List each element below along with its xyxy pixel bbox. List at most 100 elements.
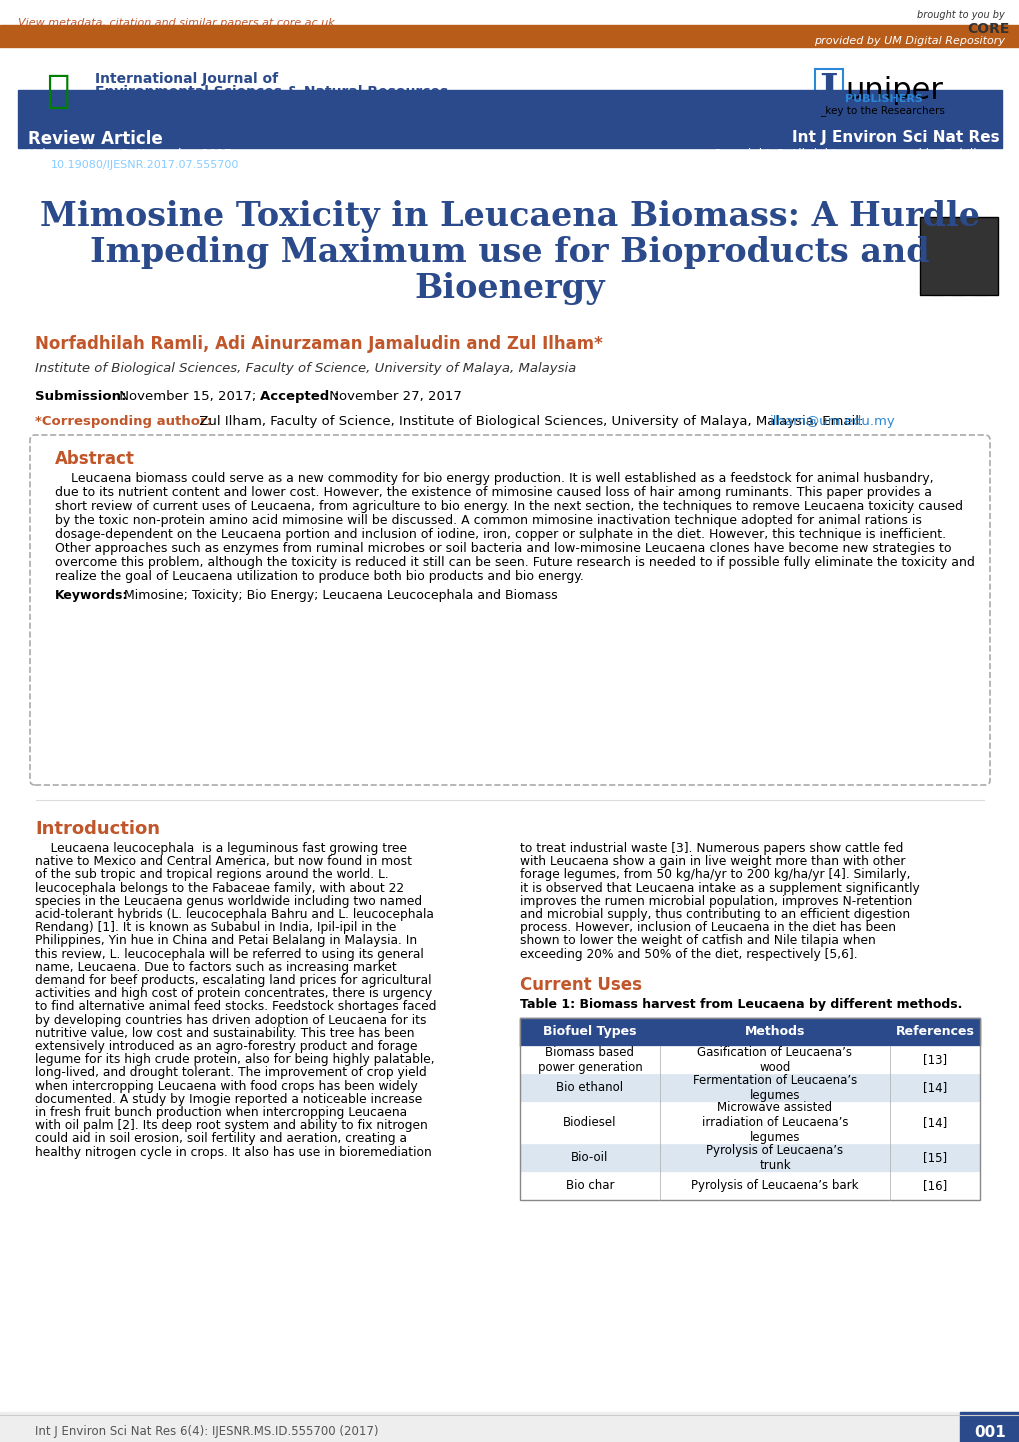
Text: PUBLISHERS: PUBLISHERS: [844, 94, 922, 104]
Text: [13]: [13]: [922, 1053, 946, 1066]
Text: Copyright © All rights are reserved by Zul Ilham: Copyright © All rights are reserved by Z…: [713, 149, 999, 162]
Text: nutritive value, low cost and sustainability. This tree has been: nutritive value, low cost and sustainabi…: [35, 1027, 414, 1040]
Text: DOI : 10.19080/IJESNR.2017.07.555700: DOI : 10.19080/IJESNR.2017.07.555700: [28, 160, 248, 170]
Text: native to Mexico and Central America, but now found in most: native to Mexico and Central America, bu…: [35, 855, 412, 868]
Bar: [975, 309, 984, 317]
Text: Introduction: Introduction: [35, 820, 160, 838]
Text: ISSN: 2572-1119: ISSN: 2572-1119: [95, 99, 200, 112]
Text: brought to you by: brought to you by: [916, 10, 1004, 20]
Text: [15]: [15]: [922, 1151, 946, 1164]
Text: Zul Ilham, Faculty of Science, Institute of Biological Sciences, University of M: Zul Ilham, Faculty of Science, Institute…: [195, 415, 862, 428]
Text: by developing countries has driven adoption of Leucaena for its: by developing countries has driven adopt…: [35, 1014, 426, 1027]
Bar: [920, 363, 929, 372]
Text: Current Uses: Current Uses: [520, 976, 641, 994]
Bar: [520, 1172, 979, 1200]
Bar: [931, 309, 941, 317]
Bar: [520, 1074, 979, 1102]
Bar: [920, 340, 929, 350]
Bar: [931, 330, 941, 339]
Text: this review, L. leucocephala will be referred to using its general: this review, L. leucocephala will be ref…: [35, 947, 423, 960]
Bar: [964, 363, 973, 372]
Text: Biofuel Types: Biofuel Types: [543, 1025, 636, 1038]
Text: 001: 001: [973, 1425, 1005, 1441]
Text: Environmental Sciences & Natural Resources: Environmental Sciences & Natural Resourc…: [95, 85, 447, 99]
Text: demand for beef products, escalating land prices for agricultural: demand for beef products, escalating lan…: [35, 973, 431, 986]
Bar: [0, 1412, 1019, 1442]
Bar: [953, 330, 962, 339]
Bar: [964, 340, 973, 350]
Text: long-lived, and drought tolerant. The improvement of crop yield: long-lived, and drought tolerant. The im…: [35, 1067, 426, 1080]
Text: Volume 6 Issue 5- November 2017: Volume 6 Issue 5- November 2017: [28, 149, 231, 162]
Text: Table 1: Biomass harvest from Leucaena by different methods.: Table 1: Biomass harvest from Leucaena b…: [520, 998, 962, 1011]
Text: in fresh fruit bunch production when intercropping Leucaena: in fresh fruit bunch production when int…: [35, 1106, 407, 1119]
Text: Leucaena biomass could serve as a new commodity for bio energy production. It is: Leucaena biomass could serve as a new co…: [55, 472, 932, 485]
Bar: [943, 363, 951, 372]
Text: extensively introduced as an agro-forestry product and forage: extensively introduced as an agro-forest…: [35, 1040, 417, 1053]
Bar: [943, 297, 951, 306]
Text: Microwave assisted
irradiation of Leucaena’s
legumes: Microwave assisted irradiation of Leucae…: [701, 1102, 848, 1145]
Text: Fermentation of Leucaena’s
legumes: Fermentation of Leucaena’s legumes: [692, 1074, 856, 1102]
Text: Institute of Biological Sciences, Faculty of Science, University of Malaya, Mala: Institute of Biological Sciences, Facult…: [35, 362, 576, 375]
Text: Int J Environ Sci Nat Res: Int J Environ Sci Nat Res: [792, 130, 999, 146]
Bar: [975, 352, 984, 360]
Bar: [953, 309, 962, 317]
Bar: [964, 297, 973, 306]
Text: Rendang) [1]. It is known as Subabul in India, Ipil-ipil in the: Rendang) [1]. It is known as Subabul in …: [35, 921, 396, 934]
Text: J: J: [819, 72, 838, 110]
Bar: [986, 297, 995, 306]
Text: provided by UM Digital Repository: provided by UM Digital Repository: [813, 36, 1004, 46]
Text: Leucaena leucocephala  is a leguminous fast growing tree: Leucaena leucocephala is a leguminous fa…: [35, 842, 407, 855]
Bar: [0, 25, 1019, 48]
FancyBboxPatch shape: [919, 216, 997, 296]
Text: to treat industrial waste [3]. Numerous papers show cattle fed: to treat industrial waste [3]. Numerous …: [520, 842, 903, 855]
Text: species in the Leucaena genus worldwide including two named: species in the Leucaena genus worldwide …: [35, 895, 422, 908]
Bar: [986, 363, 995, 372]
Text: Mimosine; Toxicity; Bio Energy; Leucaena Leucocephala and Biomass: Mimosine; Toxicity; Bio Energy; Leucaena…: [120, 588, 557, 601]
Text: Abstract: Abstract: [55, 450, 135, 469]
Text: Bio-oil: Bio-oil: [571, 1151, 608, 1164]
Text: Pyrolysis of Leucaena’s bark: Pyrolysis of Leucaena’s bark: [691, 1180, 858, 1193]
Text: dosage-dependent on the Leucaena portion and inclusion of iodine, iron, copper o: dosage-dependent on the Leucaena portion…: [55, 528, 946, 541]
Text: name, Leucaena. Due to factors such as increasing market: name, Leucaena. Due to factors such as i…: [35, 960, 396, 973]
Bar: [953, 352, 962, 360]
Bar: [959, 1412, 1019, 1442]
Text: Bio ethanol: Bio ethanol: [556, 1082, 623, 1094]
Text: Accepted :: Accepted :: [260, 389, 339, 402]
Bar: [975, 330, 984, 339]
Text: of the sub tropic and tropical regions around the world. L.: of the sub tropic and tropical regions a…: [35, 868, 388, 881]
Text: Pyrolysis of Leucaena’s
trunk: Pyrolysis of Leucaena’s trunk: [706, 1144, 843, 1172]
Text: Biomass based
power generation: Biomass based power generation: [537, 1045, 642, 1074]
Text: healthy nitrogen cycle in crops. It also has use in bioremediation: healthy nitrogen cycle in crops. It also…: [35, 1145, 431, 1158]
Text: short review of current uses of Leucaena, from agriculture to bio energy. In the: short review of current uses of Leucaena…: [55, 500, 962, 513]
Text: improves the rumen microbial population, improves N-retention: improves the rumen microbial population,…: [520, 895, 911, 908]
Bar: [943, 340, 951, 350]
Text: [14]: [14]: [922, 1082, 947, 1094]
Bar: [520, 1018, 979, 1200]
Text: 10.19080/IJESNR.2017.07.555700: 10.19080/IJESNR.2017.07.555700: [51, 160, 239, 170]
Text: acid-tolerant hybrids (L. leucocephala Bahru and L. leucocephala: acid-tolerant hybrids (L. leucocephala B…: [35, 908, 433, 921]
Text: legume for its high crude protein, also for being highly palatable,: legume for its high crude protein, also …: [35, 1053, 434, 1066]
Text: Review Article: Review Article: [28, 130, 163, 149]
Text: due to its nutrient content and lower cost. However, the existence of mimosine c: due to its nutrient content and lower co…: [55, 486, 931, 499]
Text: exceeding 20% and 50% of the diet, respectively [5,6].: exceeding 20% and 50% of the diet, respe…: [520, 947, 857, 960]
Text: Mimosine Toxicity in Leucaena Biomass: A Hurdle: Mimosine Toxicity in Leucaena Biomass: A…: [40, 200, 979, 234]
Text: it is observed that Leucaena intake as a supplement significantly: it is observed that Leucaena intake as a…: [520, 881, 919, 894]
Text: Bio char: Bio char: [566, 1180, 613, 1193]
Text: by the toxic non-protein amino acid mimosine will be discussed. A common mimosin: by the toxic non-protein amino acid mimo…: [55, 513, 921, 526]
Bar: [931, 352, 941, 360]
Bar: [18, 89, 1001, 149]
Text: Philippines, Yin hue in China and Petai Belalang in Malaysia. In: Philippines, Yin hue in China and Petai …: [35, 934, 417, 947]
Text: References: References: [895, 1025, 973, 1038]
Text: forage legumes, from 50 kg/ha/yr to 200 kg/ha/yr [4]. Similarly,: forage legumes, from 50 kg/ha/yr to 200 …: [520, 868, 910, 881]
Bar: [920, 297, 929, 306]
Text: and microbial supply, thus contributing to an efficient digestion: and microbial supply, thus contributing …: [520, 908, 909, 921]
Text: ilham@um.edu.my: ilham@um.edu.my: [769, 415, 895, 428]
Bar: [520, 1102, 979, 1144]
Bar: [520, 1144, 979, 1172]
Text: Bioenergy: Bioenergy: [415, 273, 604, 306]
Text: Keywords:: Keywords:: [55, 588, 128, 601]
Bar: [520, 1045, 979, 1074]
Text: documented. A study by Imogie reported a noticeable increase: documented. A study by Imogie reported a…: [35, 1093, 422, 1106]
Text: Methods: Methods: [744, 1025, 804, 1038]
Text: overcome this problem, although the toxicity is reduced it still can be seen. Fu: overcome this problem, although the toxi…: [55, 557, 974, 570]
